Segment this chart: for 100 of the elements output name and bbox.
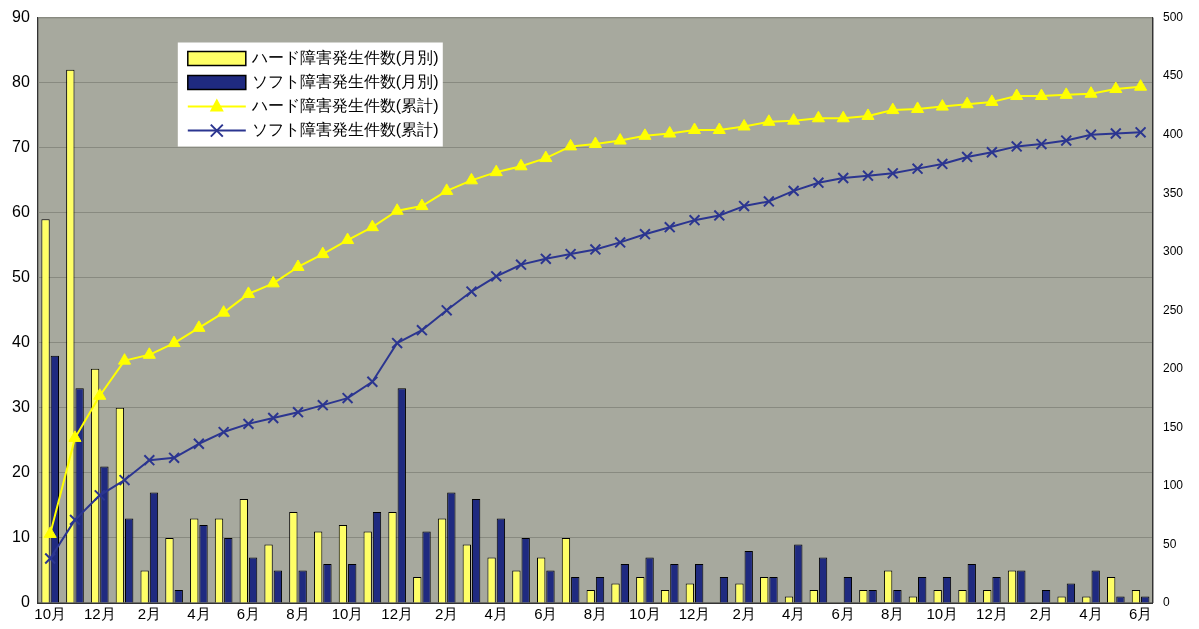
point [440, 183, 454, 195]
point [1109, 127, 1122, 140]
x-tick-label: 6月 [534, 605, 558, 623]
x-tick-label: 6月 [831, 605, 855, 623]
point [1034, 88, 1049, 101]
point [961, 150, 974, 163]
point [391, 337, 404, 350]
point [738, 200, 751, 213]
point [142, 347, 156, 359]
point [118, 474, 131, 487]
point [1084, 86, 1098, 98]
x-tick-label: 2月 [137, 605, 161, 623]
point [812, 176, 825, 189]
point [143, 454, 156, 467]
x-tick-label: 4月 [781, 605, 806, 623]
x-tick-label: 12月 [976, 605, 1008, 623]
point [713, 209, 726, 222]
point [564, 248, 577, 261]
legend-label: ソフト障害発生件数(月別) [251, 73, 439, 91]
point [192, 320, 206, 332]
point [1035, 138, 1048, 150]
y2-tick-label: 0 [1162, 595, 1170, 610]
point [366, 375, 379, 388]
y-tick-label: 20 [12, 463, 30, 481]
x-tick-label: 8月 [583, 605, 608, 623]
y-tick-label: 90 [12, 8, 30, 26]
point [539, 150, 553, 163]
point [1059, 87, 1073, 99]
point [316, 246, 330, 259]
point [688, 214, 701, 227]
point [663, 126, 677, 138]
x-tick-label: 4月 [187, 605, 211, 623]
y2-tick-label: 100 [1162, 478, 1184, 493]
point [266, 275, 280, 288]
x-tick-label: 10月 [331, 605, 364, 623]
point [687, 122, 702, 134]
point [292, 406, 304, 419]
point [415, 198, 429, 211]
point [464, 172, 479, 185]
y2-tick-label: 500 [1162, 9, 1184, 24]
point [168, 451, 181, 464]
point [490, 270, 503, 283]
point [935, 99, 949, 111]
point [1010, 88, 1024, 101]
legend-label: ハード障害発生件数(月別) [250, 49, 439, 67]
point [861, 108, 875, 120]
legend-label: ハード障害発生件数(累計) [250, 97, 439, 115]
point [93, 388, 107, 400]
point [316, 399, 329, 412]
point [787, 184, 800, 197]
point [1109, 81, 1123, 94]
x-tick-label: 12月 [678, 605, 711, 623]
point [985, 94, 999, 106]
point [960, 96, 974, 109]
y-tick-label: 70 [12, 138, 30, 156]
y-tick-label: 30 [12, 398, 30, 416]
y-tick-label: 50 [12, 268, 30, 286]
point [911, 162, 924, 175]
point [1134, 126, 1147, 139]
y2-tick-label: 450 [1162, 68, 1184, 83]
point [936, 158, 949, 170]
point [613, 133, 627, 145]
point [341, 232, 355, 245]
point [564, 138, 578, 151]
point [167, 335, 181, 348]
point [242, 417, 255, 430]
point [638, 128, 652, 140]
y2-tick-label: 150 [1162, 419, 1184, 434]
point [415, 324, 428, 337]
point [465, 285, 478, 298]
point [787, 113, 801, 125]
point [515, 258, 527, 271]
point [1085, 128, 1097, 141]
point [811, 110, 825, 123]
point [862, 169, 874, 182]
point [241, 286, 255, 298]
point [1010, 140, 1023, 153]
x-tick-label: 4月 [1079, 605, 1103, 623]
x-tick-label: 8月 [881, 605, 905, 623]
point [489, 164, 503, 177]
x-tick-label: 6月 [236, 605, 261, 623]
point [639, 228, 651, 241]
y2-tick-label: 50 [1162, 536, 1177, 551]
x-tick-label: 10月 [926, 605, 959, 623]
y-tick-label: 40 [12, 333, 30, 351]
point [588, 136, 602, 149]
x-tick-label: 2月 [732, 605, 756, 623]
point [267, 412, 280, 424]
point [886, 102, 900, 115]
point [712, 122, 726, 134]
y2-tick-label: 250 [1162, 302, 1184, 317]
y2-tick-label: 400 [1162, 126, 1184, 141]
x-tick-label: 10月 [629, 605, 661, 623]
y-tick-label: 80 [12, 73, 30, 91]
point [762, 114, 776, 126]
point [910, 101, 925, 113]
y2-tick-label: 200 [1162, 361, 1184, 376]
point [886, 167, 899, 180]
point [440, 304, 453, 317]
point [985, 146, 998, 159]
